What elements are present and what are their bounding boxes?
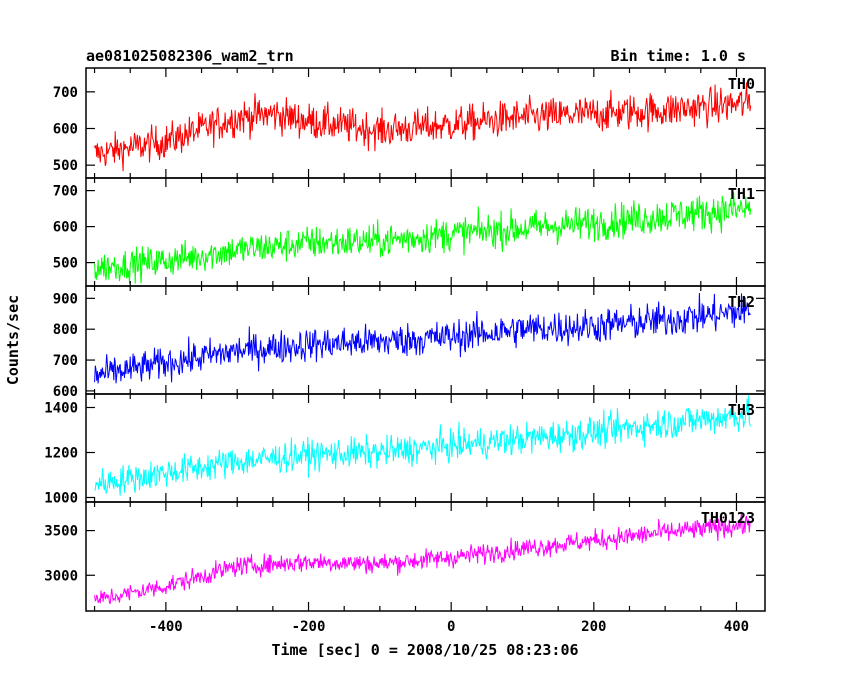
series-th1 <box>94 191 752 284</box>
x-tick-label: -200 <box>292 619 326 635</box>
y-tick-label: 3000 <box>44 568 78 584</box>
y-tick-label: 700 <box>53 184 78 200</box>
x-tick-label: 0 <box>447 619 455 635</box>
panel-frame-th0123 <box>85 501 766 612</box>
panel-frame-th2 <box>85 285 766 395</box>
series-th3 <box>94 395 752 496</box>
x-tick-label: -400 <box>149 619 183 635</box>
y-tick-label: 900 <box>53 291 78 307</box>
panel-label-th0123: TH0123 <box>701 509 755 527</box>
panel-frame-th1 <box>85 177 766 287</box>
x-tick-label: 400 <box>724 619 749 635</box>
y-axis-label: Counts/sec <box>4 295 22 385</box>
y-tick-label: 3500 <box>44 524 78 540</box>
panels: 500 600 700 TH0 500 600 700 TH1 600 700 800 900 TH2 1… <box>44 67 766 635</box>
y-tick-label: 500 <box>53 256 78 272</box>
y-tick-label: 600 <box>53 220 78 236</box>
x-axis-label: Time [sec] 0 = 2008/10/25 08:23:06 <box>271 641 578 659</box>
bin-time-label: Bin time: 1.0 s <box>611 47 746 65</box>
y-tick-label: 1000 <box>44 491 78 507</box>
y-tick-label: 700 <box>53 85 78 101</box>
series-th0 <box>94 82 752 172</box>
x-tick-label: 200 <box>581 619 606 635</box>
y-tick-label: 500 <box>53 158 78 174</box>
panel-label-th3: TH3 <box>728 401 755 419</box>
y-tick-label: 600 <box>53 122 78 138</box>
chart-title: ae081025082306_wam2_trn <box>86 47 294 65</box>
series-th2 <box>94 292 751 384</box>
series-th0123 <box>94 511 752 604</box>
panel-label-th0: TH0 <box>728 75 755 93</box>
y-tick-label: 800 <box>53 322 78 338</box>
panel-label-th1: TH1 <box>728 185 755 203</box>
y-tick-label: 1200 <box>44 446 78 462</box>
panel-label-th2: TH2 <box>728 293 755 311</box>
y-tick-label: 1400 <box>44 401 78 417</box>
panel-frame-th3 <box>85 393 766 503</box>
y-tick-label: 600 <box>53 384 78 400</box>
y-tick-label: 700 <box>53 353 78 369</box>
